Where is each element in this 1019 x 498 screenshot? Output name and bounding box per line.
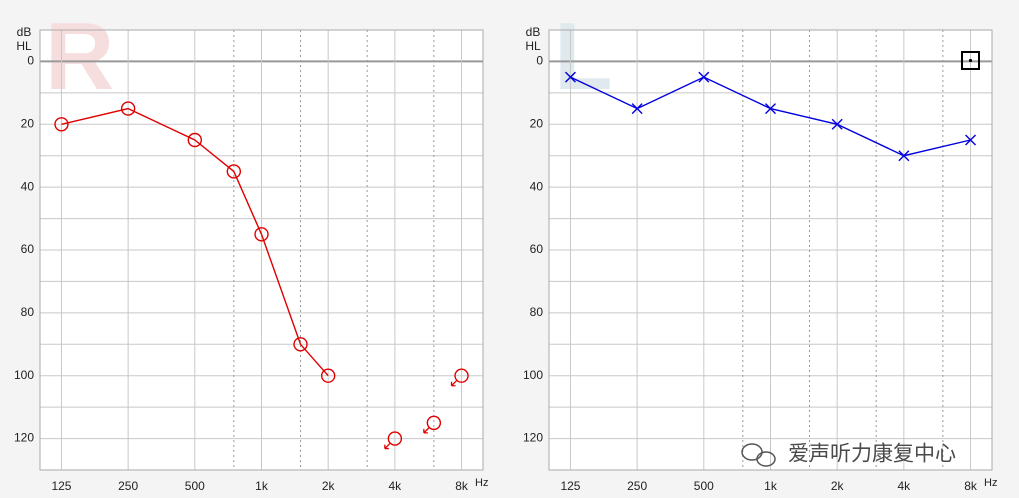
circle-marker — [454, 368, 469, 383]
x-marker — [698, 71, 710, 83]
y-tick-label: 100 — [14, 368, 34, 382]
plot-border — [39, 29, 484, 471]
y-tick-label: 40 — [530, 179, 544, 193]
no-response-arrow — [423, 427, 430, 434]
x-marker — [965, 134, 977, 146]
watermark: 爱声听力康复中心 — [788, 443, 956, 466]
y-tick-label: 80 — [530, 305, 544, 319]
y-tick-label: 40 — [21, 179, 35, 193]
y-tick-label: 80 — [21, 305, 35, 319]
y-tick-label: 20 — [530, 116, 544, 130]
x-tick-label: 1k — [255, 479, 269, 493]
x-tick-label: 2k — [322, 479, 336, 493]
x-tick-label: 125 — [51, 479, 71, 493]
x-tick-label: 500 — [185, 479, 205, 493]
x-axis-label: Hz — [984, 477, 997, 489]
plot-border — [548, 29, 993, 471]
circle-marker — [120, 101, 136, 116]
circle-marker — [226, 164, 242, 179]
x-marker — [898, 150, 910, 162]
x-marker — [564, 71, 576, 83]
circle-marker — [293, 337, 308, 352]
no-response-arrow — [450, 380, 457, 387]
x-tick-label: 500 — [694, 479, 714, 493]
series-line — [61, 107, 329, 377]
y-tick-label: 0 — [536, 54, 543, 68]
x-tick-label: 8k — [964, 479, 978, 493]
x-marker — [831, 118, 843, 130]
y-axis-label: dB — [526, 25, 541, 39]
circle-marker — [426, 415, 442, 431]
circle-marker — [187, 132, 203, 148]
y-tick-label: 20 — [21, 116, 35, 130]
legend-icon — [961, 51, 980, 70]
y-axis-label: HL — [525, 39, 541, 53]
y-axis-label: dB — [17, 25, 32, 39]
ear-watermark: R — [45, 3, 114, 110]
legend-icon-dot — [968, 58, 973, 63]
y-tick-label: 0 — [27, 54, 34, 68]
x-tick-label: 250 — [118, 479, 138, 493]
y-tick-label: 120 — [523, 431, 543, 445]
x-tick-label: 4k — [898, 479, 912, 493]
x-tick-label: 1k — [764, 479, 778, 493]
x-tick-label: 125 — [560, 479, 580, 493]
circle-marker — [387, 431, 403, 446]
x-axis-label: Hz — [475, 477, 488, 489]
x-marker — [631, 103, 643, 115]
x-tick-label: 4k — [389, 479, 403, 493]
y-axis-label: HL — [16, 39, 32, 53]
y-tick-label: 60 — [530, 242, 544, 256]
y-tick-label: 60 — [21, 242, 35, 256]
ear-watermark: L — [554, 3, 613, 110]
x-marker — [765, 103, 776, 115]
watermark-icon — [741, 443, 776, 467]
no-response-arrow — [384, 443, 391, 450]
x-tick-label: 250 — [627, 479, 647, 493]
x-tick-label: 2k — [831, 479, 845, 493]
circle-marker — [320, 368, 336, 383]
circle-marker — [254, 227, 269, 242]
x-tick-label: 8k — [455, 479, 469, 493]
y-tick-label: 120 — [14, 431, 34, 445]
circle-marker — [54, 117, 69, 132]
y-tick-label: 100 — [523, 368, 543, 382]
